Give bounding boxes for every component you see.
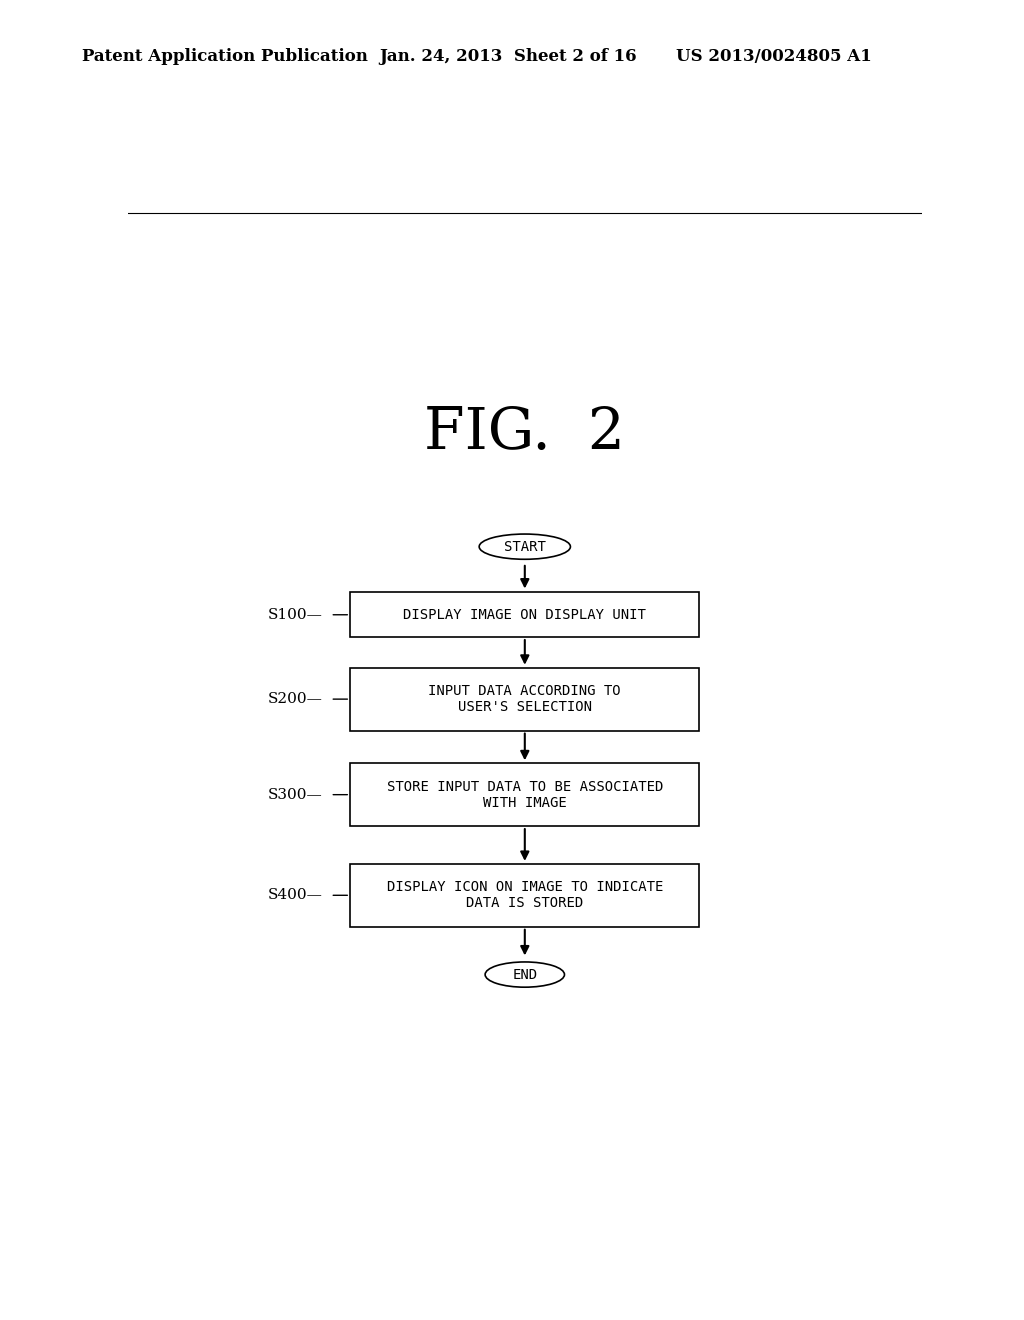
FancyBboxPatch shape [350,863,699,927]
Text: DISPLAY ICON ON IMAGE TO INDICATE
DATA IS STORED: DISPLAY ICON ON IMAGE TO INDICATE DATA I… [387,880,663,911]
Text: S300—: S300— [267,788,323,801]
Text: S100—: S100— [267,607,323,622]
Text: S400—: S400— [267,888,323,903]
FancyBboxPatch shape [350,668,699,731]
Text: START: START [504,540,546,553]
Text: DISPLAY IMAGE ON DISPLAY UNIT: DISPLAY IMAGE ON DISPLAY UNIT [403,607,646,622]
Text: END: END [512,968,538,982]
Text: STORE INPUT DATA TO BE ASSOCIATED
WITH IMAGE: STORE INPUT DATA TO BE ASSOCIATED WITH I… [387,780,663,809]
Text: US 2013/0024805 A1: US 2013/0024805 A1 [676,48,871,65]
FancyBboxPatch shape [350,763,699,826]
Text: Patent Application Publication: Patent Application Publication [82,48,368,65]
Text: FIG.  2: FIG. 2 [424,405,626,461]
Text: Jan. 24, 2013  Sheet 2 of 16: Jan. 24, 2013 Sheet 2 of 16 [379,48,637,65]
Ellipse shape [479,535,570,560]
Text: S200—: S200— [267,692,323,706]
Text: INPUT DATA ACCORDING TO
USER'S SELECTION: INPUT DATA ACCORDING TO USER'S SELECTION [428,684,622,714]
Ellipse shape [485,962,564,987]
FancyBboxPatch shape [350,593,699,638]
